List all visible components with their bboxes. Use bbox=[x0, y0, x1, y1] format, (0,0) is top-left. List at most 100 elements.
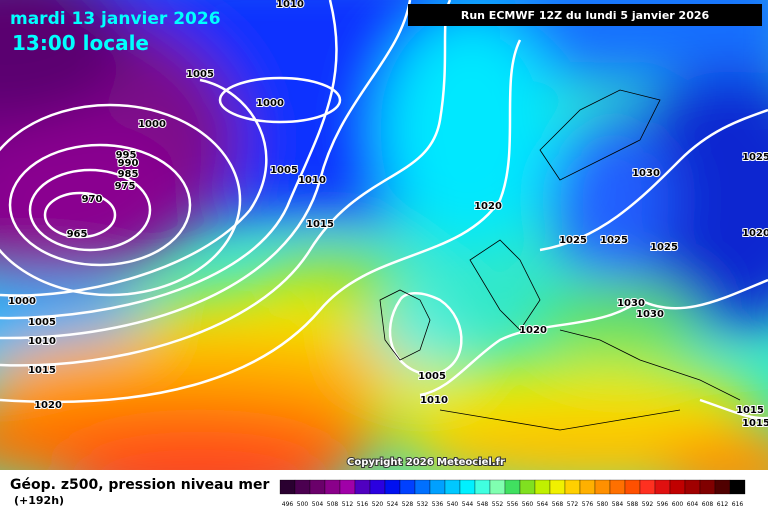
isobar-label: 990 bbox=[118, 158, 139, 169]
scale-swatch bbox=[534, 479, 551, 495]
scale-label: 516 bbox=[357, 501, 369, 508]
scale-label: 616 bbox=[732, 501, 744, 508]
scale-swatch bbox=[414, 479, 431, 495]
scale-swatch bbox=[684, 479, 701, 495]
isobar-label: 1030 bbox=[636, 309, 664, 320]
isobar-label: 1005 bbox=[186, 69, 214, 80]
isobar-label: 1010 bbox=[276, 0, 304, 10]
scale-label: 564 bbox=[537, 501, 549, 508]
isobar-label: 1015 bbox=[742, 418, 768, 429]
isobar-label: 1010 bbox=[420, 395, 448, 406]
scale-swatch bbox=[639, 479, 656, 495]
isobar-label: 970 bbox=[82, 194, 103, 205]
isobar-label: 1020 bbox=[742, 228, 768, 239]
scale-swatch bbox=[459, 479, 476, 495]
isobar-label: 1030 bbox=[632, 168, 660, 179]
scale-label: 540 bbox=[447, 501, 459, 508]
run-info: Run ECMWF 12Z du lundi 5 janvier 2026 bbox=[461, 9, 710, 22]
scale-label: 508 bbox=[327, 501, 339, 508]
scale-label: 592 bbox=[642, 501, 654, 508]
scale-label: 536 bbox=[432, 501, 444, 508]
isobar-label: 1020 bbox=[519, 325, 547, 336]
isobar-labels: 1010100510001000995990985975970965100510… bbox=[7, 0, 768, 430]
isobar-label: 1015 bbox=[306, 219, 334, 230]
isobar-label: 1025 bbox=[650, 242, 678, 253]
scale-swatch bbox=[594, 479, 611, 495]
scale-label: 548 bbox=[477, 501, 489, 508]
scale-label: 544 bbox=[462, 501, 474, 508]
scale-swatch bbox=[279, 479, 296, 495]
isobar-label: 975 bbox=[115, 181, 136, 192]
scale-label: 584 bbox=[612, 501, 624, 508]
isobar-label: 1020 bbox=[474, 201, 502, 212]
scale-swatch bbox=[339, 479, 356, 495]
scale-label: 524 bbox=[387, 501, 399, 508]
run-box bbox=[408, 4, 762, 26]
scale-label: 528 bbox=[402, 501, 414, 508]
scale-swatch bbox=[624, 479, 641, 495]
scale-label: 556 bbox=[507, 501, 519, 508]
isobar-label: 1025 bbox=[742, 152, 768, 163]
isobar-label: 985 bbox=[118, 169, 139, 180]
scale-label: 572 bbox=[567, 501, 579, 508]
scale-label: 532 bbox=[417, 501, 429, 508]
isobar-label: 1005 bbox=[28, 317, 56, 328]
scale-swatch bbox=[669, 479, 686, 495]
isobar-label: 1000 bbox=[256, 98, 284, 109]
footer-title: Géop. z500, pression niveau mer bbox=[10, 477, 269, 493]
scale-swatch bbox=[714, 479, 731, 495]
scale-label: 604 bbox=[687, 501, 699, 508]
isobar-label: 1010 bbox=[28, 336, 56, 347]
scale-label: 512 bbox=[342, 501, 354, 508]
date: mardi 13 janvier 2026 bbox=[10, 9, 221, 29]
isobar-label: 1000 bbox=[8, 296, 36, 307]
scale-swatch bbox=[504, 479, 521, 495]
scale-label: 520 bbox=[372, 501, 384, 508]
color-scale: 496 500 504 508 512 516 520 524 528 532 536 540 544 5… bbox=[279, 479, 746, 508]
scale-swatch bbox=[699, 479, 716, 495]
scale-label: 596 bbox=[657, 501, 669, 508]
isobar-label: 1005 bbox=[418, 371, 446, 382]
isobar-label: 1000 bbox=[138, 119, 166, 130]
scale-label: 612 bbox=[717, 501, 729, 508]
isobars bbox=[0, 0, 768, 420]
scale-swatch bbox=[729, 479, 746, 495]
scale-swatch bbox=[519, 479, 536, 495]
scale-label: 608 bbox=[702, 501, 714, 508]
isobar-label: 1025 bbox=[559, 235, 587, 246]
isobar-label: 1025 bbox=[600, 235, 628, 246]
scale-swatch bbox=[324, 479, 341, 495]
scale-swatch bbox=[354, 479, 371, 495]
scale-label: 560 bbox=[522, 501, 534, 508]
time: 13:00 locale bbox=[12, 31, 149, 55]
coastlines bbox=[379, 89, 741, 431]
scale-label: 568 bbox=[552, 501, 564, 508]
scale-label: 600 bbox=[672, 501, 684, 508]
scale-label: 588 bbox=[627, 501, 639, 508]
isobar-label: 1010 bbox=[298, 175, 326, 186]
scale-swatch bbox=[444, 479, 461, 495]
scale-swatch bbox=[609, 479, 626, 495]
isobar-label: 1030 bbox=[617, 298, 645, 309]
scale-swatch bbox=[579, 479, 596, 495]
scale-label: 552 bbox=[492, 501, 504, 508]
scale-swatch bbox=[429, 479, 446, 495]
scale-swatch bbox=[654, 479, 671, 495]
scale-swatch bbox=[369, 479, 386, 495]
copyright: Copyright 2026 Meteociel.fr bbox=[347, 457, 505, 468]
scale-swatch bbox=[564, 479, 581, 495]
isobar-label: 965 bbox=[67, 229, 88, 240]
scale-swatch bbox=[399, 479, 416, 495]
scale-label: 496 bbox=[282, 501, 294, 508]
scale-swatch bbox=[474, 479, 491, 495]
scale-label: 504 bbox=[312, 501, 324, 508]
lead-time: (+192h) bbox=[14, 494, 64, 507]
isobar-label: 1015 bbox=[28, 365, 56, 376]
scale-swatch bbox=[489, 479, 506, 495]
isobar-label: 1005 bbox=[270, 165, 298, 176]
isobar-label: 1020 bbox=[34, 400, 62, 411]
scale-label: 500 bbox=[297, 501, 309, 508]
scale-swatch bbox=[294, 479, 311, 495]
